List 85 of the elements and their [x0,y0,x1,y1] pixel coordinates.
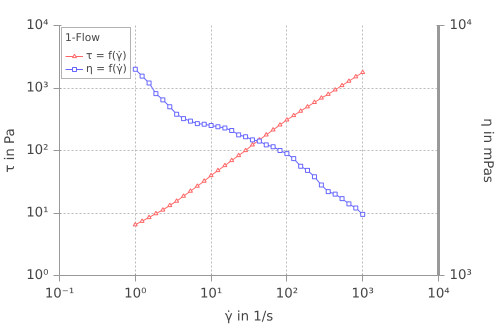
legend-title: 1-Flow [65,31,101,44]
point [181,193,186,198]
legend-label: τ = f(γ̇) [86,49,126,62]
y-tick-label: 10⁴ [26,18,49,33]
point [181,116,186,122]
point [346,78,352,83]
x-tick-label: 10⁰ [124,286,146,302]
point [188,188,193,193]
point [360,212,366,217]
point [236,132,242,138]
point [188,118,193,124]
point [284,151,290,156]
point [250,137,255,142]
point [222,162,228,168]
point [312,174,317,180]
y-tick-label: 10⁰ [26,268,49,283]
point [264,142,269,148]
point [278,148,283,153]
point [284,117,290,122]
point [215,168,220,172]
x-tick-label: 10⁴ [427,286,450,302]
x-tick-label: 10⁻¹ [44,286,74,302]
point [160,97,166,102]
point [167,202,172,208]
point [132,66,138,72]
point [340,82,345,88]
point [202,178,207,183]
point [360,70,366,74]
y2-tick-label: 10³ [450,268,472,283]
point [174,198,180,203]
point [326,91,331,96]
point [160,207,166,212]
point [326,189,331,194]
point [340,196,345,202]
x-axis-title: γ̇ in 1/s [224,310,274,324]
point [229,128,234,133]
x-tick-label: 10³ [352,286,374,302]
point [298,108,304,113]
point [146,214,152,220]
point [215,124,220,130]
point [202,122,207,127]
point [270,144,276,150]
y-tick-label: 10¹ [26,206,49,220]
point [278,122,283,127]
point [153,91,158,96]
y-tick-label: 10² [26,143,49,158]
point [318,95,324,100]
point [312,100,317,104]
point [250,142,255,147]
point [153,210,158,216]
point [174,112,180,117]
point [346,201,352,206]
point [305,104,310,108]
point [236,152,242,158]
point [332,192,338,197]
y-tick-label: 10³ [26,80,49,96]
point [270,127,276,132]
point [194,121,200,126]
point [291,112,296,118]
point [353,206,358,211]
y2-axis-title: η in mPas [480,118,495,183]
point [132,222,138,226]
point [353,74,358,78]
point [140,218,145,223]
point [167,104,172,110]
point [146,80,152,86]
point [229,158,234,162]
point [332,87,338,92]
point [208,172,214,178]
point [318,182,324,188]
point [243,148,248,152]
point [264,132,269,137]
point [208,123,214,128]
point [291,156,296,162]
point [140,74,145,79]
point [298,164,304,169]
x-tick-label: 10² [276,286,298,302]
y-axis-title: τ in Pa [3,128,18,173]
point [222,126,228,131]
point [305,168,310,173]
y2-tick-label: 10⁴ [450,18,472,33]
point [194,183,200,188]
x-tick-label: 10¹ [200,286,222,302]
point [243,134,248,140]
legend-label: η = f(γ̇) [86,62,127,75]
